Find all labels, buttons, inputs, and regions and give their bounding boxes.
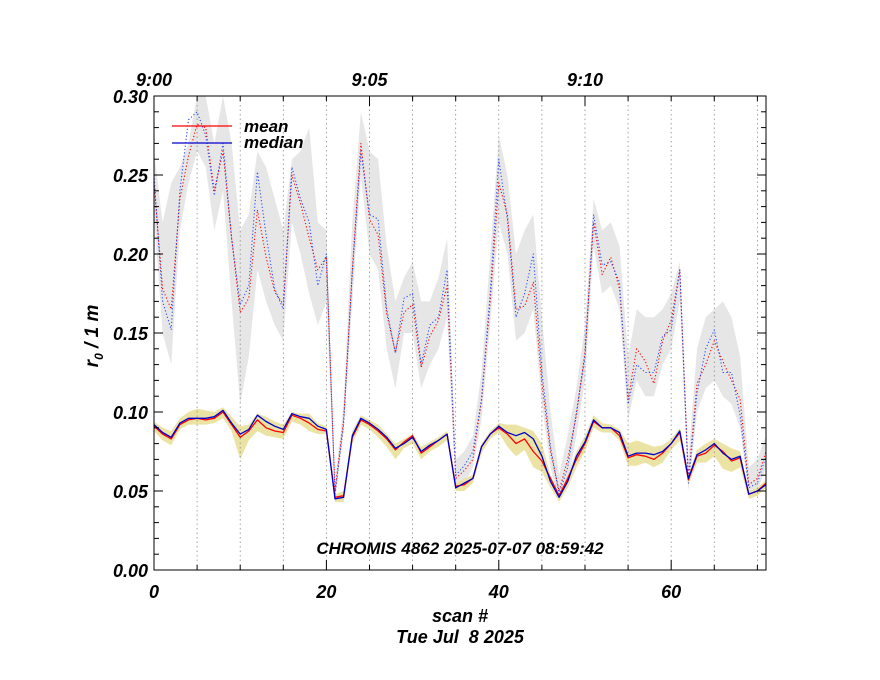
top-time-label: 9:10 — [567, 70, 603, 90]
legend-mean-label: mean — [244, 117, 288, 136]
upper-median-line — [153, 111, 767, 495]
x-axis-date-label: Tue Jul 8 2025 — [396, 627, 525, 647]
y-tick-label: 0.25 — [113, 166, 149, 186]
x-tick-label: 0 — [149, 582, 159, 602]
y-axis-label-sub: 0 — [92, 353, 106, 360]
median-line — [153, 409, 767, 500]
top-time-label: 9:05 — [351, 70, 388, 90]
upper-scatter-band — [154, 96, 766, 501]
y-tick-label: 0.30 — [113, 87, 148, 107]
bands — [154, 96, 766, 503]
x-tick-label: 20 — [315, 582, 336, 602]
y-tick-label: 0.05 — [113, 482, 149, 502]
lower-scatter-band — [154, 407, 766, 503]
y-axis-label: r0 / 1 m — [82, 305, 106, 368]
axis-ticks — [153, 95, 766, 571]
legend-median-label: median — [244, 133, 304, 152]
y-tick-label: 0.15 — [113, 324, 149, 344]
x-tick-label: 40 — [488, 582, 509, 602]
x-tick-label: 60 — [661, 582, 681, 602]
top-time-label: 9:00 — [136, 70, 172, 90]
series-lines — [153, 111, 767, 500]
x-axis-label: scan # — [432, 606, 488, 626]
tick-labels: 0.00 0.05 0.10 0.15 0.20 0.25 0.30 0 20 40 60 9:00 9… — [113, 70, 681, 602]
y-tick-label: 0.20 — [113, 245, 148, 265]
y-tick-label: 0.10 — [113, 403, 148, 423]
y-tick-label: 0.00 — [113, 561, 148, 581]
y-axis-label-rest: / 1 m — [82, 305, 103, 354]
y-axis-label-main: r — [82, 358, 103, 367]
legend: mean median — [172, 117, 304, 152]
dataset-annotation: CHROMIS 4862 2025-07-07 08:59:42 — [316, 539, 604, 558]
